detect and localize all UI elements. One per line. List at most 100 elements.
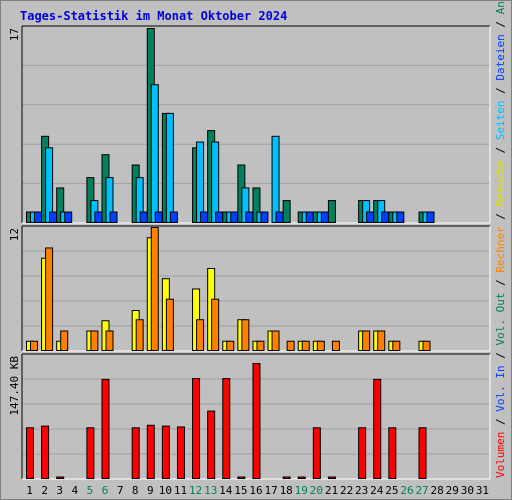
bar-rechner-day-10 [165,298,174,352]
x-tick-label: 7 [117,484,124,497]
y-axis-max-label-2: 12 [8,228,21,241]
bar-volumen-day-14 [222,378,231,479]
x-tick-label: 24 [370,484,384,497]
x-tick-label: 10 [159,484,172,497]
bar-rechner-day-5 [90,330,99,351]
bar-anfragen-day-18 [282,200,291,223]
bar-dateien-day-10 [165,112,174,223]
bar-volumen-day-1 [26,427,34,479]
legend-item: Vol. Out [494,293,507,346]
bar-seiten-day-9 [154,211,163,224]
bar-rechner-day-6 [105,330,114,351]
bar-volumen-day-24 [373,378,382,480]
bar-seiten-day-23 [366,211,375,224]
bar-volumen-day-15 [237,476,246,480]
bar-seiten-day-20 [320,211,329,224]
x-tick-label: 17 [264,484,277,497]
x-tick-label: 1 [26,484,33,497]
legend-item: / [494,206,507,226]
x-tick-label: 2 [41,484,48,497]
x-tick-label: 8 [132,484,139,497]
bar-seiten-day-19 [305,211,314,224]
legend-item: Besuche [494,160,507,206]
bar-anfragen-day-16 [252,187,261,223]
bar-seiten-day-24 [381,211,390,224]
bar-seiten-day-8 [139,211,148,224]
bar-rechner-day-18 [286,340,295,351]
bar-volumen-day-13 [207,410,216,479]
x-tick-label: 19 [295,484,308,497]
bar-volumen-day-25 [388,427,397,479]
chart-title: Tages-Statistik im Monat Oktober 2024 [20,9,288,23]
bar-seiten-day-1 [34,211,42,224]
bar-rechner-day-12 [196,319,205,352]
bar-volumen-day-12 [192,378,201,479]
legend-item: / [494,412,507,432]
bar-dateien-day-9 [150,84,159,223]
x-tick-label: 27 [415,484,428,497]
bar-rechner-day-27 [422,340,431,351]
bar-dateien-day-2 [45,147,54,223]
legend-item: / [494,14,507,34]
bar-rechner-day-9 [150,226,159,352]
bar-seiten-day-6 [109,211,118,224]
bar-rechner-day-15 [241,319,250,352]
x-tick-label: 6 [102,484,109,497]
bar-volumen-day-10 [161,425,170,479]
bar-rechner-day-14 [226,340,235,351]
bar-rechner-day-23 [362,330,371,351]
x-tick-label: 11 [174,484,187,497]
bar-rechner-day-1 [30,340,38,351]
bar-rechner-day-17 [271,330,280,351]
bar-volumen-day-5 [86,427,95,479]
x-tick-label: 12 [189,484,202,497]
bar-dateien-day-13 [211,141,220,223]
x-tick-label: 22 [340,484,353,497]
right-legend: Volumen / Vol. In / Vol. Out / Rechner /… [494,1,507,478]
y-axis-max-label-1: 17 [8,28,21,41]
bar-rechner-day-8 [135,319,144,352]
bar-volumen-day-8 [131,427,140,479]
bar-seiten-day-14 [230,211,239,224]
bar-seiten-day-27 [426,211,435,224]
bar-seiten-day-2 [49,211,58,224]
legend-item: Volumen [494,432,507,478]
x-tick-label: 18 [280,484,293,497]
bar-volumen-day-2 [41,425,50,479]
x-tick-label: 14 [219,484,233,497]
legend-item: Vol. In [494,365,507,411]
x-tick-label: 15 [234,484,247,497]
bar-seiten-day-12 [200,211,209,224]
bar-volumen-day-21 [327,476,336,480]
x-tick-label: 13 [204,484,217,497]
bar-rechner-day-16 [256,340,265,351]
bar-volumen-day-3 [56,476,65,480]
x-tick-label: 4 [72,484,79,497]
bar-rechner-day-13 [211,298,220,352]
bar-volumen-day-11 [176,426,185,480]
bar-rechner-day-20 [316,340,325,351]
x-tick-label: 28 [431,484,444,497]
bar-rechner-day-19 [301,340,310,351]
legend-item: Anfragen [494,1,507,14]
x-tick-label: 16 [249,484,262,497]
bar-seiten-day-25 [396,211,405,224]
bar-rechner-day-25 [392,340,401,351]
legend-item: / [494,140,507,160]
bar-seiten-day-16 [260,211,269,224]
bar-rechner-day-24 [377,330,386,351]
x-tick-label: 3 [56,484,63,497]
x-tick-label: 20 [310,484,323,497]
bar-volumen-day-18 [282,476,291,480]
bar-dateien-day-17 [271,135,280,223]
y-axis-max-label-3: 147.40 KB [8,356,21,416]
bar-volumen-day-6 [101,378,110,480]
bar-volumen-day-16 [252,363,261,479]
bar-seiten-day-10 [169,211,178,224]
legend-item: / [494,273,507,293]
bar-anfragen-day-21 [327,200,336,223]
x-tick-label: 30 [461,484,474,497]
legend-item: Seiten [494,100,507,140]
x-tick-label: 29 [446,484,459,497]
